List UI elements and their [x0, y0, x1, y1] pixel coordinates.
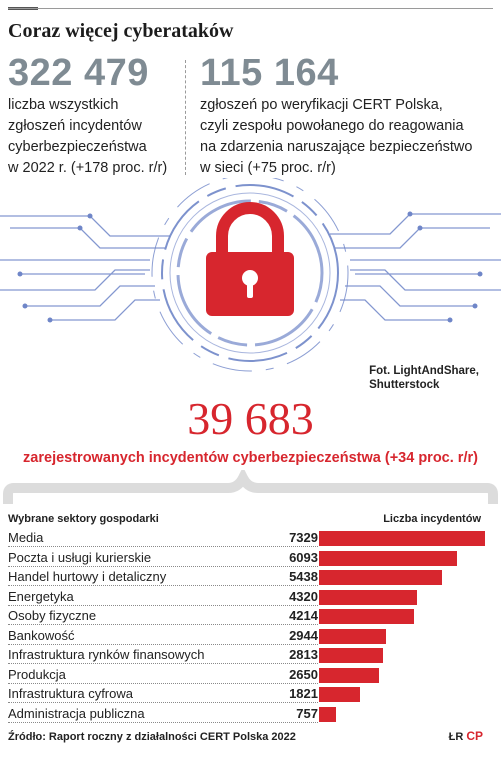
value-label: 2813 [286, 647, 318, 662]
leader-dots [8, 663, 318, 664]
chart-row: Infrastruktura rynków finansowych 2813 [8, 647, 493, 666]
chart-row: Energetyka 4320 [8, 588, 493, 608]
incidents-column-header: Liczba incydentów [383, 513, 481, 525]
value-label: 2650 [286, 666, 318, 682]
section-bracket [2, 470, 498, 504]
author-initials: ŁR [448, 731, 464, 743]
leader-dots [8, 585, 318, 586]
chart-row: Bankowość 2944 [8, 627, 493, 647]
bar [319, 570, 443, 585]
photo-credit: Fot. LightAndShare, Shutterstock [369, 365, 479, 391]
chart-row: Poczta i usługi kurierskie 6093 [8, 549, 493, 569]
bar [319, 589, 417, 605]
category-label: Energetyka [8, 588, 77, 604]
sector-column-header: Wybrane sektory gospodarki [8, 513, 159, 525]
leader-dots [8, 721, 318, 723]
stat-total-value: 322 479 [8, 52, 149, 94]
category-label: Produkcja [8, 666, 69, 682]
category-label: Handel hurtowy i detaliczny [8, 569, 170, 584]
stats-divider [185, 60, 186, 175]
category-label: Media [8, 530, 47, 545]
value-label: 4320 [286, 588, 318, 604]
publisher-logo: ŁR CP [449, 729, 483, 743]
leader-dots [8, 604, 318, 606]
bar [319, 550, 457, 566]
chart-row: Administracja publiczna 757 [8, 705, 493, 725]
source-note: Źródło: Raport roczny z działalności CER… [8, 731, 296, 743]
bar [319, 531, 485, 546]
category-label: Infrastruktura cyfrowa [8, 686, 136, 701]
leader-dots [8, 624, 318, 625]
value-label: 2944 [286, 627, 318, 643]
leader-dots [8, 643, 318, 645]
top-rule [8, 8, 493, 9]
chart-row: Produkcja 2650 [8, 666, 493, 686]
bar [319, 706, 337, 722]
value-label: 4214 [286, 608, 318, 623]
incidents-description: zarejestrowanych incydentów cyberbezpiec… [23, 450, 478, 466]
publisher-mark: CP [466, 729, 483, 743]
value-label: 5438 [286, 569, 318, 584]
category-label: Bankowość [8, 627, 78, 643]
leader-dots [8, 565, 318, 567]
padlock-circuit-illustration [0, 178, 501, 372]
bar [319, 667, 380, 683]
chart-row: Osoby fizyczne 4214 [8, 608, 493, 627]
security-rings [151, 178, 349, 372]
value-label: 6093 [286, 549, 318, 565]
category-label: Poczta i usługi kurierskie [8, 549, 155, 565]
stat-total-description: liczba wszystkich zgłoszeń incydentów cy… [8, 97, 168, 176]
bar [319, 687, 361, 702]
category-label: Osoby fizyczne [8, 608, 100, 623]
leader-dots [8, 546, 318, 547]
circuit-nodes [17, 211, 483, 323]
category-label: Administracja publiczna [8, 705, 148, 721]
chart-row: Infrastruktura cyfrowa 1821 [8, 686, 493, 705]
chart-row: Media 7329 [8, 530, 493, 549]
page-title: Coraz więcej cyberataków [8, 20, 234, 42]
bar [319, 648, 383, 663]
category-label: Infrastruktura rynków finansowych [8, 647, 208, 662]
value-label: 7329 [286, 530, 318, 545]
value-label: 1821 [286, 686, 318, 701]
padlock-icon [206, 202, 294, 316]
leader-dots [8, 682, 318, 684]
bar [319, 609, 415, 624]
incidents-value: 39 683 [187, 393, 314, 444]
leader-dots [8, 702, 318, 703]
chart-row: Handel hurtowy i detaliczny 5438 [8, 569, 493, 588]
stat-verified-description: zgłoszeń po weryfikacji CERT Polska, czy… [200, 97, 473, 176]
circuit-lines [0, 213, 501, 321]
value-label: 757 [293, 705, 318, 721]
bar [319, 628, 386, 644]
stat-verified-value: 115 164 [200, 52, 339, 94]
